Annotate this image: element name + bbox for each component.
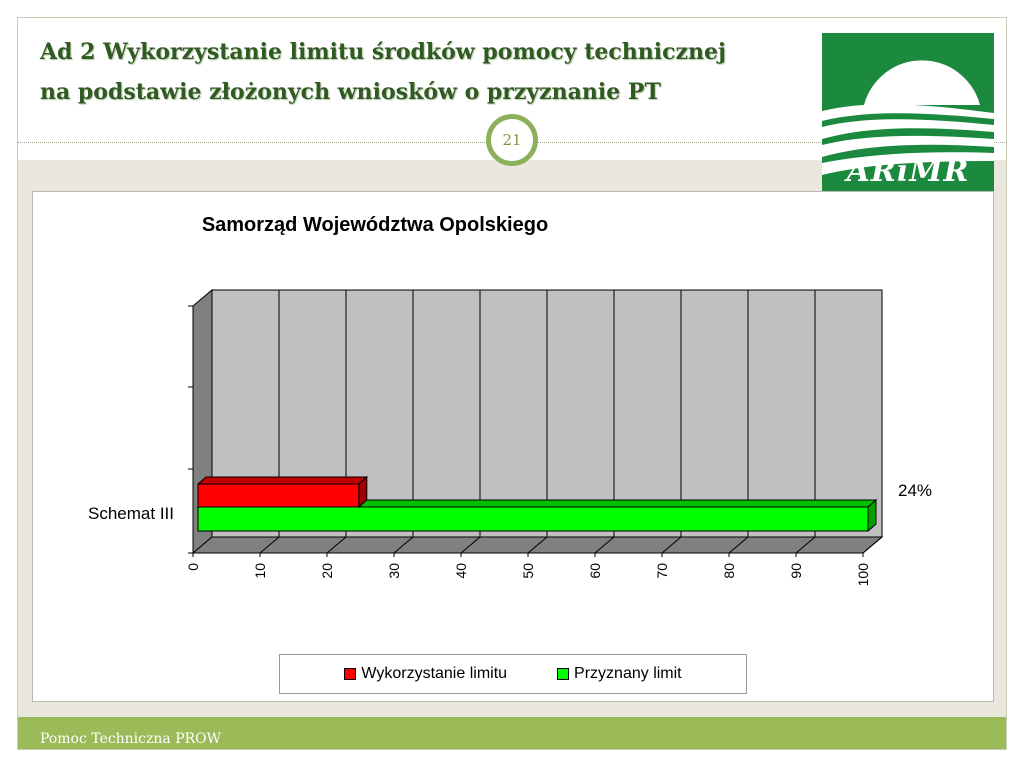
floor-gridline-40 <box>460 536 481 554</box>
slide-frame <box>17 17 1007 750</box>
legend-swatch-limit <box>557 668 570 680</box>
slide-title-line-1: Ad 2 Wykorzystanie limitu środków pomocy… <box>40 39 726 65</box>
x-tick-label-60: 60 <box>587 563 603 579</box>
floor-gridline-50 <box>527 536 548 554</box>
chart-legend: Wykorzystanie limitu Przyznany limit <box>279 654 747 694</box>
x-tick-label-20: 20 <box>319 563 335 579</box>
x-tick-label-50: 50 <box>520 563 536 579</box>
floor-gridline-30 <box>393 536 414 554</box>
floor-gridline-80 <box>728 536 749 554</box>
data-label-24-percent: 24% <box>898 481 932 500</box>
legend-item-used: Wykorzystanie limitu <box>344 665 507 683</box>
floor-gridline-20 <box>326 536 347 554</box>
floor-gridline-100 <box>862 536 883 554</box>
floor-gridline-90 <box>795 536 816 554</box>
chart-title: Samorząd Województwa Opolskiego <box>201 214 549 236</box>
x-tick-label-0: 0 <box>185 563 201 571</box>
bar-wykorzystanie-limitu-front <box>197 483 360 508</box>
x-tick-label-80: 80 <box>721 563 737 579</box>
arimr-logo: ARiMR <box>822 33 994 193</box>
slide-number: 21 <box>486 114 538 166</box>
category-label-schemat-iii: Schemat III <box>88 504 174 523</box>
x-tick-label-30: 30 <box>386 563 402 579</box>
x-tick-label-100: 100 <box>855 563 871 587</box>
legend-label-limit: Przyznany limit <box>574 665 682 682</box>
legend-label-used: Wykorzystanie limitu <box>361 665 508 682</box>
bar-wykorzystanie-limitu-top <box>196 476 369 485</box>
footer-bar <box>18 717 1006 749</box>
x-tick-label-10: 10 <box>252 563 268 579</box>
legend-item-limit: Przyznany limit <box>557 665 682 683</box>
legend-swatch-used <box>344 668 357 680</box>
x-tick-label-40: 40 <box>453 563 469 579</box>
footer-text: Pomoc Techniczna PROW <box>40 731 222 747</box>
logo-text: ARiMR <box>846 154 970 189</box>
slide-title: Ad 2 Wykorzystanie limitu środków pomocy… <box>40 32 800 112</box>
floor-gridline-70 <box>661 536 682 554</box>
logo-graphic <box>822 60 994 175</box>
bar-przyznany-limit-front <box>197 506 869 532</box>
floor-gridline-10 <box>259 536 280 554</box>
x-tick-label-90: 90 <box>788 563 804 579</box>
floor-gridline-60 <box>594 536 615 554</box>
slide-title-line-2: na podstawie złożonych wniosków o przyzn… <box>40 79 661 105</box>
x-tick-label-70: 70 <box>654 563 670 579</box>
